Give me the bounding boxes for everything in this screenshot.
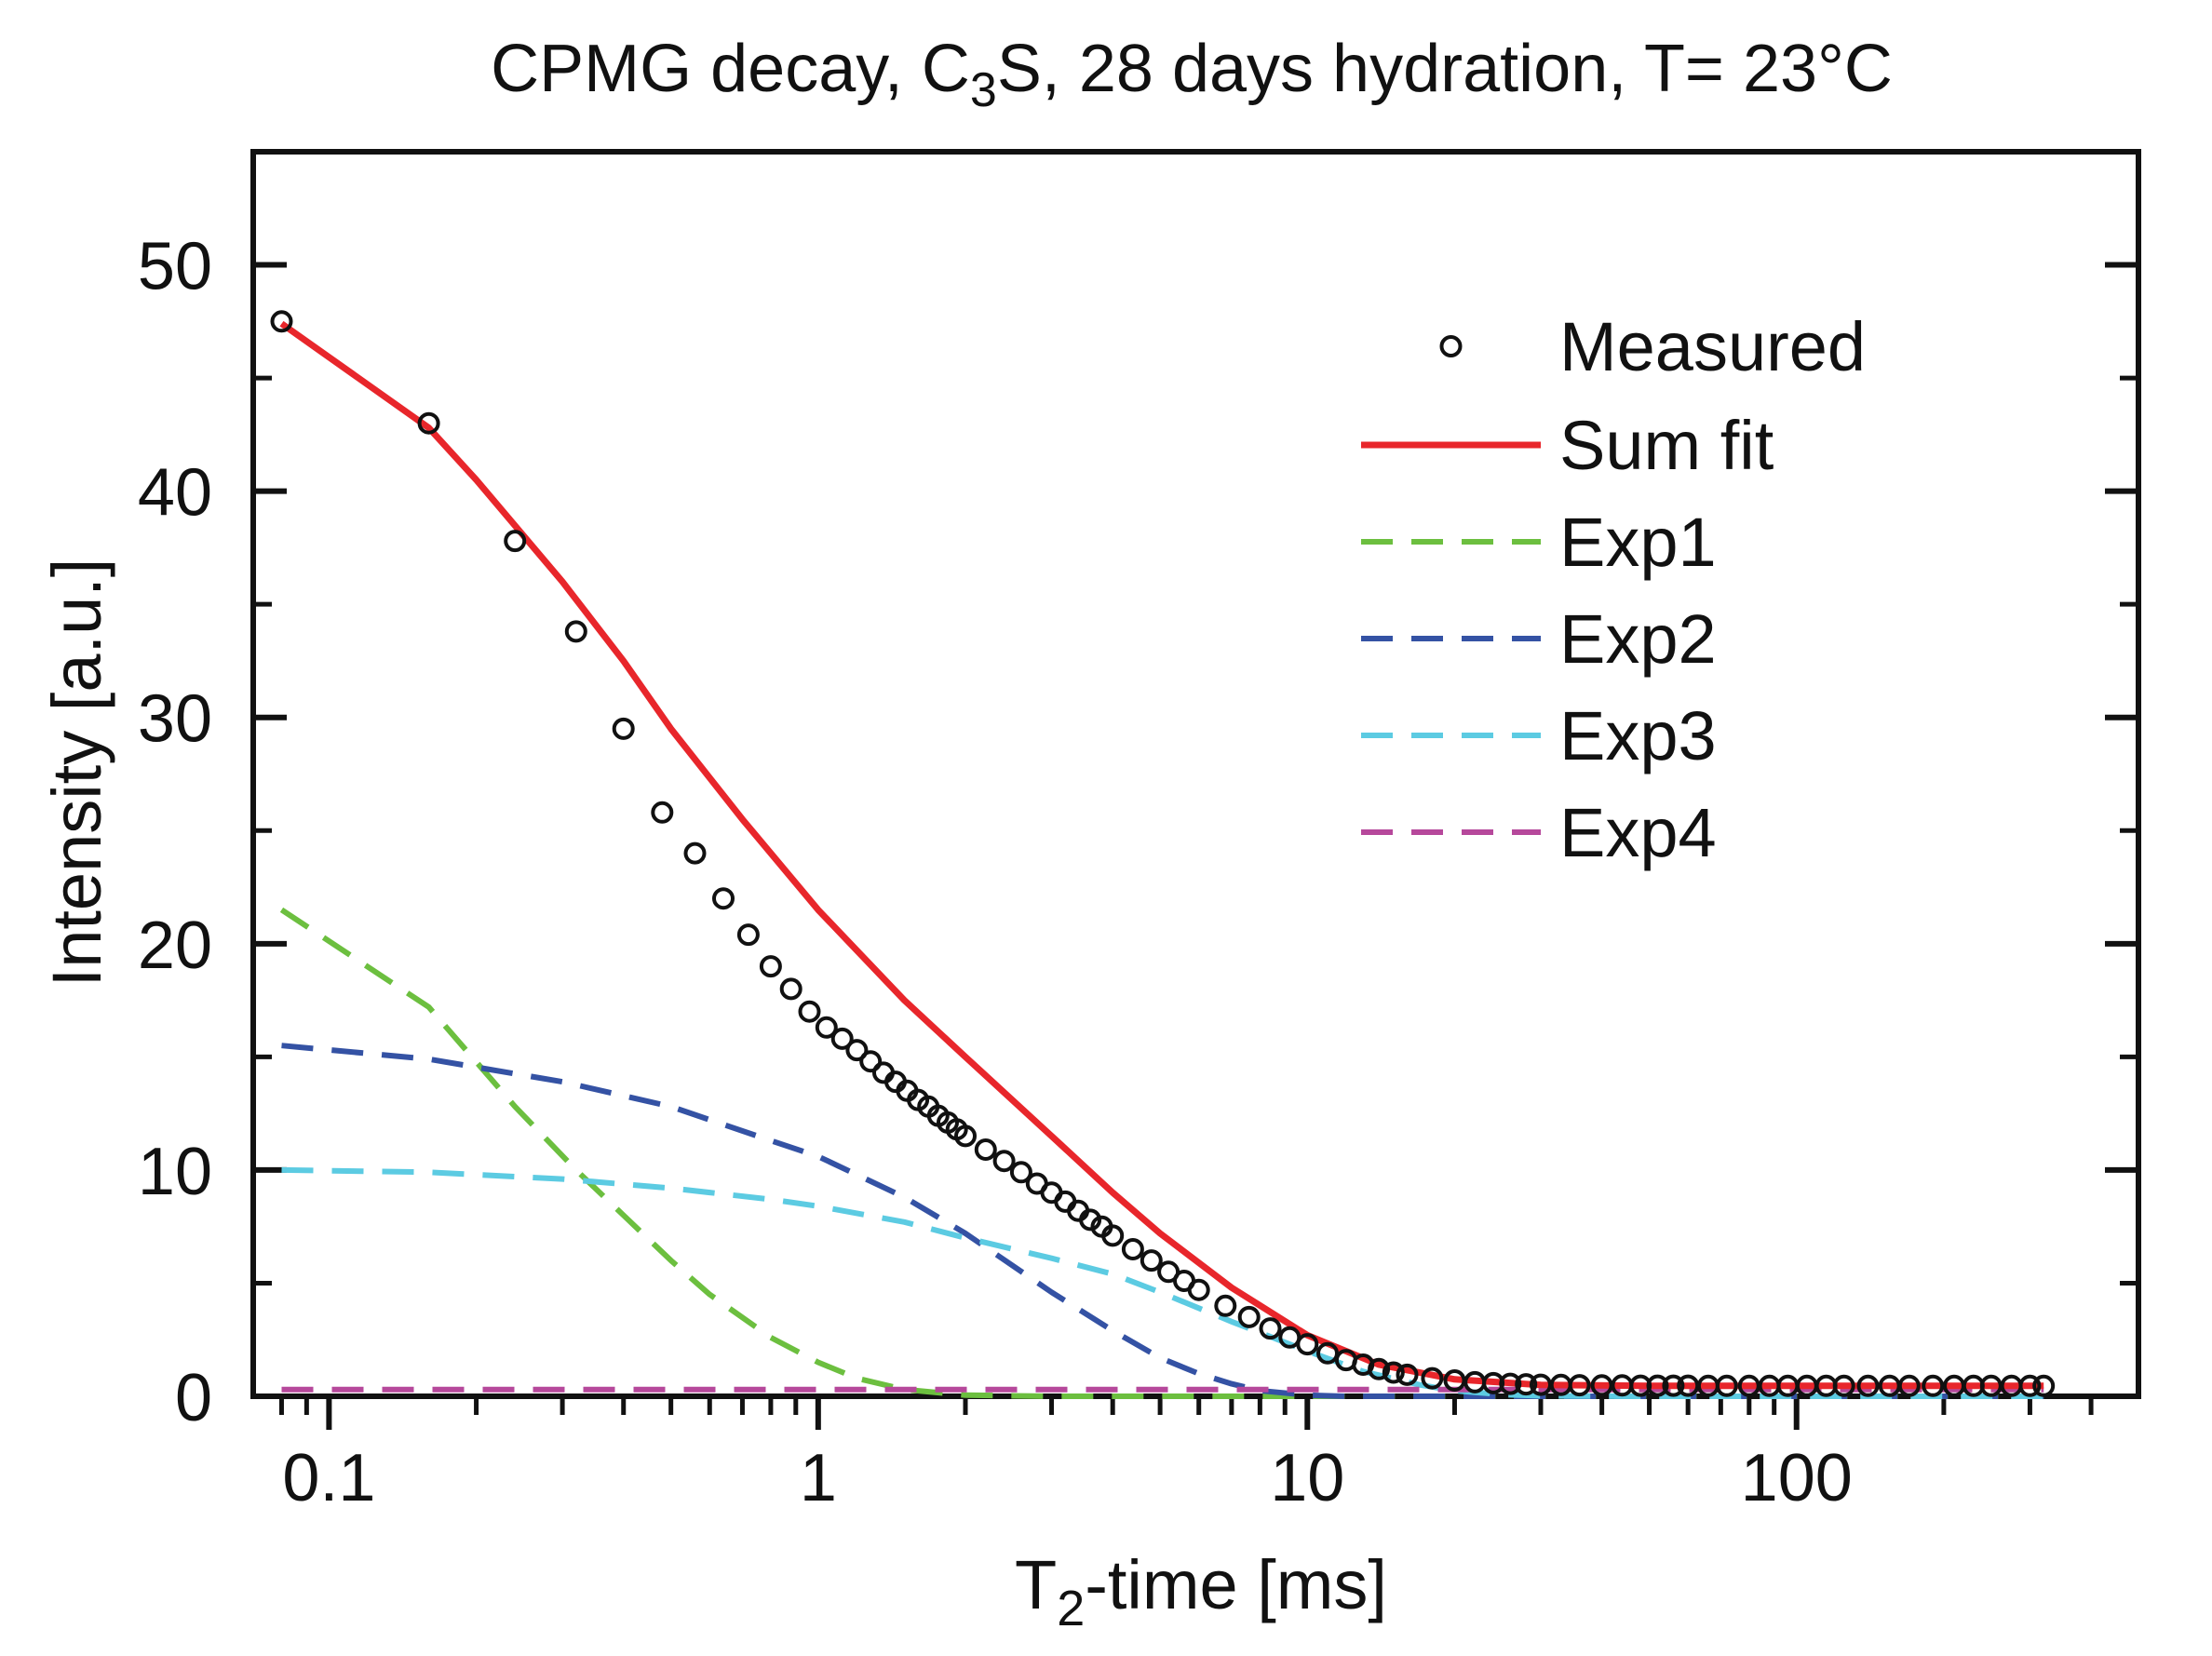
data-point xyxy=(651,801,674,824)
data-point xyxy=(992,1150,1016,1173)
y-tick-label: 0 xyxy=(175,1361,212,1435)
x-tick-label: 0.1 xyxy=(282,1441,375,1515)
x-tick-label: 10 xyxy=(1270,1441,1344,1515)
data-point xyxy=(1499,1372,1522,1395)
x-axis-label: T2-time [ms] xyxy=(1015,1546,1387,1636)
legend-marker-measured xyxy=(1439,335,1463,357)
data-point xyxy=(859,1050,883,1073)
axis-ticks xyxy=(253,262,2138,1430)
data-point xyxy=(1259,1317,1282,1340)
data-point xyxy=(954,1124,977,1148)
data-point xyxy=(1832,1374,1855,1397)
data-point xyxy=(1662,1374,1685,1397)
legend-label: Measured xyxy=(1559,308,1866,385)
data-point xyxy=(1368,1357,1391,1380)
y-tick-label: 50 xyxy=(138,230,212,304)
data-point xyxy=(2032,1374,2056,1397)
legend-label: Sum fit xyxy=(1559,407,1774,484)
legend-label: Exp2 xyxy=(1559,600,1717,678)
y-tick-label: 10 xyxy=(138,1135,212,1209)
data-point xyxy=(417,411,440,435)
data-point xyxy=(736,923,760,947)
legend-label: Exp1 xyxy=(1559,504,1717,581)
data-point xyxy=(1009,1161,1032,1184)
series-line-sum-fit xyxy=(279,320,2044,1390)
xlabel-subscript: 2 xyxy=(1057,1581,1085,1636)
data-point xyxy=(1568,1374,1591,1397)
data-point xyxy=(1316,1341,1339,1365)
x-tick-label: 100 xyxy=(1741,1441,1853,1515)
legend: Measured Sum fit Exp1 Exp2 Exp3 Exp4 xyxy=(1361,308,1866,871)
x-tick-label: 1 xyxy=(800,1441,837,1515)
series-lines xyxy=(279,320,2044,1399)
data-point xyxy=(1897,1374,1921,1397)
measured-markers xyxy=(270,310,2056,1397)
series-line-exp3 xyxy=(281,1166,2044,1399)
data-point xyxy=(270,310,293,333)
data-point xyxy=(612,717,635,740)
y-tick-label: 40 xyxy=(138,456,212,531)
title-subscript: 3 xyxy=(970,63,997,117)
data-point xyxy=(1140,1249,1163,1272)
data-point xyxy=(1079,1208,1102,1232)
data-point xyxy=(683,841,707,865)
data-point xyxy=(1121,1238,1144,1260)
data-point xyxy=(1856,1374,1880,1397)
data-point xyxy=(1382,1361,1405,1384)
legend-label: Exp4 xyxy=(1559,794,1717,871)
data-point xyxy=(504,530,527,553)
series-line-exp1 xyxy=(279,907,2044,1399)
data-point xyxy=(1515,1373,1538,1396)
y-tick-label: 30 xyxy=(138,682,212,757)
data-point xyxy=(1237,1305,1261,1328)
tick-labels: 0 10 20 30 40 50 0.1 1 10 100 xyxy=(138,230,1853,1515)
data-point xyxy=(830,1027,854,1050)
data-point xyxy=(845,1039,869,1062)
data-point xyxy=(1396,1363,1419,1386)
data-point xyxy=(1922,1374,1945,1397)
data-point xyxy=(779,977,803,1001)
series-line-exp2 xyxy=(281,1043,2044,1399)
chart-title: CPMG decay, C3S, 28 days hydration, T= 2… xyxy=(491,32,1893,117)
data-point xyxy=(1646,1374,1669,1397)
data-point xyxy=(712,887,735,910)
data-point xyxy=(798,1000,821,1023)
y-tick-label: 20 xyxy=(138,909,212,983)
data-point xyxy=(564,620,587,643)
data-point xyxy=(1214,1294,1237,1317)
data-point xyxy=(759,955,782,978)
data-point xyxy=(1101,1224,1125,1247)
data-point xyxy=(1187,1278,1210,1301)
data-point xyxy=(1421,1367,1444,1390)
plot-frame xyxy=(250,149,2141,1399)
data-point xyxy=(815,1016,838,1039)
data-point xyxy=(1715,1374,1738,1397)
data-point xyxy=(974,1138,997,1161)
data-point xyxy=(2018,1374,2042,1397)
data-point xyxy=(1296,1333,1319,1356)
legend-label: Exp3 xyxy=(1559,697,1717,774)
y-axis-label: Intensity [a.u.] xyxy=(38,559,115,988)
